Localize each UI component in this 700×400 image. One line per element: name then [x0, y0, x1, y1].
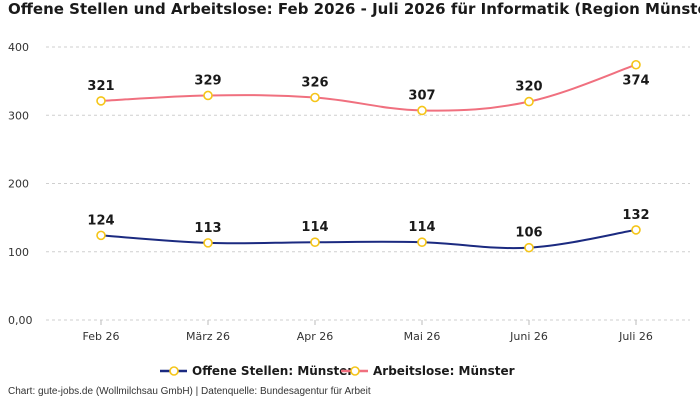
legend: Offene Stellen: Münster Arbeitslose: Müns…	[160, 364, 515, 378]
x-tick-label: Apr 26	[297, 330, 334, 343]
data-label: 114	[408, 220, 435, 235]
y-tick-label: 300	[8, 109, 29, 122]
y-tick-label: 200	[8, 178, 29, 191]
data-label: 374	[622, 74, 649, 89]
data-point	[310, 92, 320, 103]
legend-marker	[169, 366, 179, 376]
x-tick-label: Juli 26	[618, 330, 653, 343]
data-point	[417, 237, 427, 247]
data-label: 106	[515, 226, 542, 241]
data-point	[203, 90, 213, 101]
data-label: 113	[194, 221, 221, 236]
legend-label: Arbeitslose: Münster	[373, 364, 515, 378]
x-tick-label: Mai 26	[404, 330, 441, 343]
data-label: 124	[87, 213, 114, 228]
data-label: 132	[622, 208, 649, 223]
data-label: 326	[301, 76, 328, 91]
series-line-1	[100, 228, 637, 250]
data-point	[96, 230, 106, 241]
data-point	[631, 225, 641, 235]
series-points	[96, 59, 641, 253]
y-tick-label: 100	[8, 246, 29, 259]
gridlines	[46, 46, 690, 321]
source-footer: Chart: gute-jobs.de (Wollmilchsau GmbH) …	[8, 386, 371, 397]
data-point	[96, 96, 106, 106]
data-point	[524, 242, 534, 253]
series-line-2	[100, 63, 637, 112]
data-point	[310, 237, 320, 247]
data-label: 329	[194, 73, 221, 88]
x-tick-label: Juni 26	[509, 330, 548, 343]
data-label: 321	[87, 79, 114, 94]
legend-label: Offene Stellen: Münster	[192, 364, 353, 378]
x-tick-label: März 26	[186, 330, 230, 343]
y-tick-label: 400	[8, 41, 29, 54]
x-tick-label: Feb 26	[83, 330, 120, 343]
y-tick-label: 0,00	[8, 314, 33, 327]
data-labels: 124 113 114 114 106 132 321 329 326 307 320 374	[87, 73, 649, 240]
data-label: 307	[408, 88, 435, 103]
data-label: 320	[515, 80, 542, 95]
data-point	[524, 96, 534, 107]
data-point	[631, 59, 641, 70]
data-point	[203, 238, 213, 248]
y-axis-ticks: 0,00 100 200 300 400	[8, 41, 33, 327]
data-point	[417, 105, 427, 116]
legend-marker	[350, 366, 360, 376]
x-axis-ticks: Feb 26 März 26 Apr 26 Mai 26 Juni 26 Juli 26	[83, 320, 653, 343]
data-label: 114	[301, 220, 328, 235]
chart-title: Offene Stellen und Arbeitslose: Feb 2026…	[8, 0, 700, 18]
series-lines	[100, 63, 637, 250]
